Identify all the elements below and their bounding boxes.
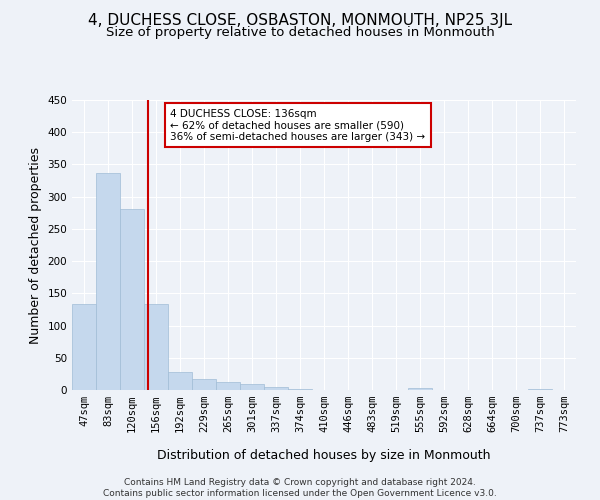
Text: Distribution of detached houses by size in Monmouth: Distribution of detached houses by size … <box>157 450 491 462</box>
Bar <box>96 173 120 390</box>
Text: 4, DUCHESS CLOSE, OSBASTON, MONMOUTH, NP25 3JL: 4, DUCHESS CLOSE, OSBASTON, MONMOUTH, NP… <box>88 12 512 28</box>
Bar <box>144 304 168 390</box>
Bar <box>288 388 312 390</box>
Bar <box>216 382 240 390</box>
Bar <box>240 384 264 390</box>
Bar <box>528 388 552 390</box>
Text: 4 DUCHESS CLOSE: 136sqm
← 62% of detached houses are smaller (590)
36% of semi-d: 4 DUCHESS CLOSE: 136sqm ← 62% of detache… <box>170 108 425 142</box>
Text: Size of property relative to detached houses in Monmouth: Size of property relative to detached ho… <box>106 26 494 39</box>
Bar <box>72 304 96 390</box>
Y-axis label: Number of detached properties: Number of detached properties <box>29 146 42 344</box>
Text: Contains HM Land Registry data © Crown copyright and database right 2024.
Contai: Contains HM Land Registry data © Crown c… <box>103 478 497 498</box>
Bar <box>120 209 144 390</box>
Bar <box>408 388 432 390</box>
Bar <box>264 387 288 390</box>
Bar <box>192 379 216 390</box>
Bar <box>168 372 192 390</box>
